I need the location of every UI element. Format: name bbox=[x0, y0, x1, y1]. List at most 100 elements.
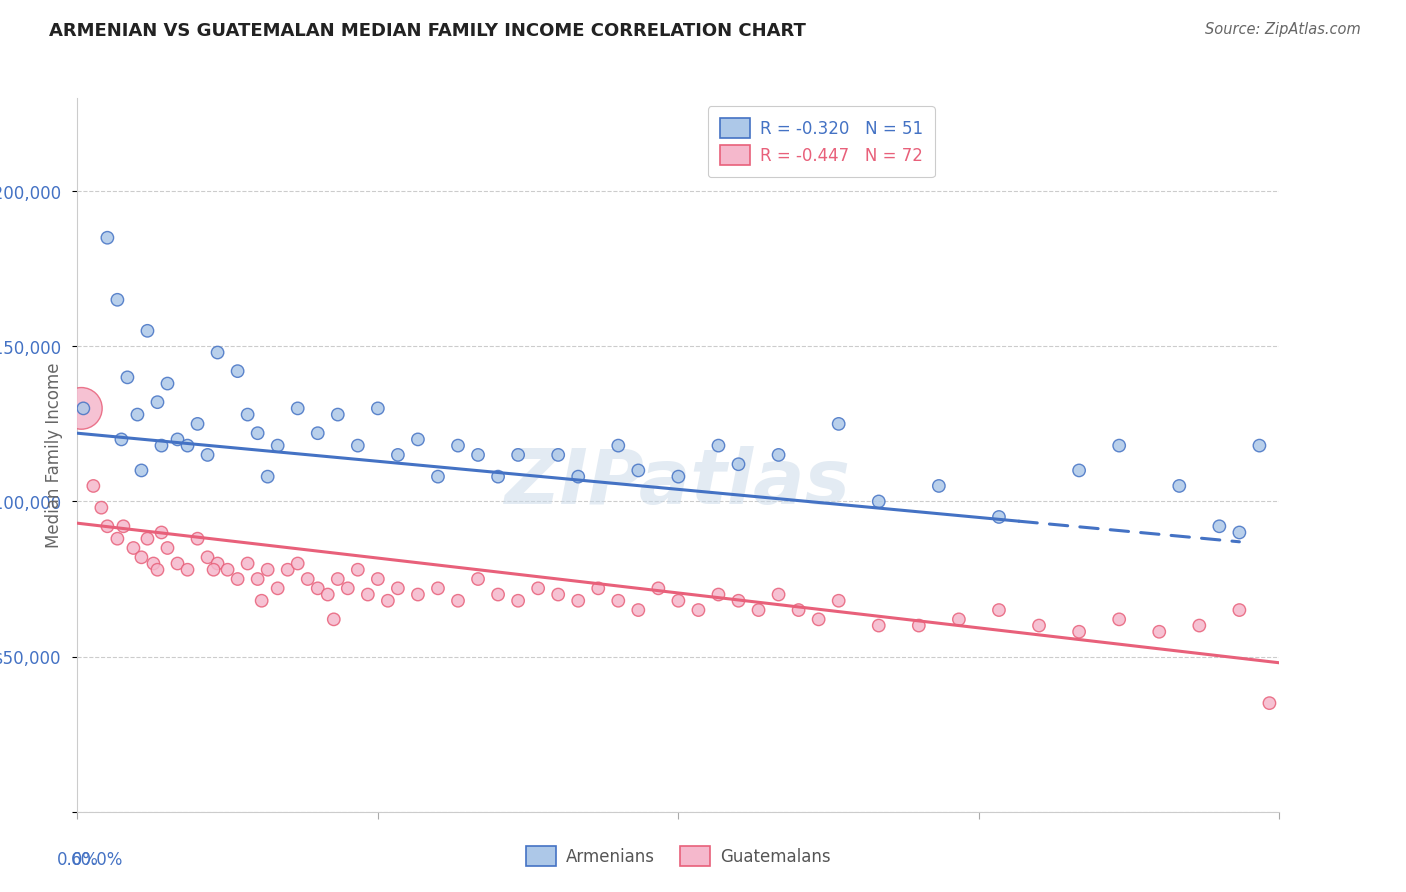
Point bbox=[1208, 519, 1230, 533]
Point bbox=[828, 593, 851, 607]
Point bbox=[1028, 618, 1050, 632]
Point bbox=[508, 593, 530, 607]
Point bbox=[406, 433, 429, 447]
Point bbox=[127, 408, 149, 422]
Point bbox=[246, 572, 269, 586]
Point bbox=[70, 401, 93, 416]
Point bbox=[131, 550, 153, 565]
Point bbox=[447, 593, 470, 607]
Point bbox=[1249, 439, 1271, 453]
Point bbox=[988, 603, 1011, 617]
Point bbox=[727, 457, 749, 471]
Point bbox=[367, 401, 389, 416]
Point bbox=[427, 582, 450, 596]
Point bbox=[176, 439, 198, 453]
Point bbox=[1108, 439, 1130, 453]
Point bbox=[217, 563, 239, 577]
Text: 0.0%: 0.0% bbox=[56, 851, 98, 869]
Point bbox=[267, 582, 290, 596]
Point bbox=[387, 582, 409, 596]
Point bbox=[1229, 525, 1251, 540]
Point bbox=[197, 448, 219, 462]
Point bbox=[166, 433, 188, 447]
Point bbox=[1229, 603, 1251, 617]
Point bbox=[707, 588, 730, 602]
Text: ZIPatlas: ZIPatlas bbox=[505, 447, 852, 520]
Point bbox=[588, 582, 610, 596]
Point bbox=[202, 563, 225, 577]
Point bbox=[1168, 479, 1191, 493]
Point bbox=[207, 345, 229, 359]
Point bbox=[807, 612, 830, 626]
Point bbox=[647, 582, 669, 596]
Point bbox=[1108, 612, 1130, 626]
Point bbox=[287, 401, 309, 416]
Point bbox=[367, 572, 389, 586]
Point bbox=[142, 557, 165, 571]
Point bbox=[256, 563, 278, 577]
Point bbox=[908, 618, 931, 632]
Point bbox=[707, 439, 730, 453]
Point bbox=[277, 563, 299, 577]
Point bbox=[156, 376, 179, 391]
Point bbox=[347, 563, 370, 577]
Point bbox=[236, 408, 259, 422]
Point bbox=[427, 469, 450, 483]
Point bbox=[787, 603, 810, 617]
Point bbox=[336, 582, 359, 596]
Point bbox=[107, 532, 129, 546]
Point bbox=[768, 588, 790, 602]
Point bbox=[567, 593, 589, 607]
Point bbox=[347, 439, 370, 453]
Point bbox=[547, 448, 569, 462]
Text: 60.0%: 60.0% bbox=[72, 851, 124, 869]
Point bbox=[96, 519, 118, 533]
Point bbox=[357, 588, 380, 602]
Point bbox=[406, 588, 429, 602]
Point bbox=[467, 572, 489, 586]
Point bbox=[748, 603, 770, 617]
Point bbox=[868, 494, 890, 508]
Point bbox=[297, 572, 319, 586]
Point bbox=[307, 426, 329, 441]
Point bbox=[868, 618, 890, 632]
Point bbox=[90, 500, 112, 515]
Point bbox=[150, 525, 173, 540]
Point bbox=[627, 463, 650, 477]
Point bbox=[828, 417, 851, 431]
Point bbox=[187, 532, 209, 546]
Point bbox=[72, 401, 94, 416]
Point bbox=[668, 593, 690, 607]
Point bbox=[928, 479, 950, 493]
Point bbox=[727, 593, 749, 607]
Point bbox=[567, 469, 589, 483]
Point bbox=[226, 364, 249, 378]
Point bbox=[322, 612, 344, 626]
Point bbox=[316, 588, 339, 602]
Point bbox=[486, 588, 509, 602]
Y-axis label: Median Family Income: Median Family Income bbox=[45, 362, 63, 548]
Point bbox=[136, 324, 159, 338]
Point bbox=[1258, 696, 1281, 710]
Text: Source: ZipAtlas.com: Source: ZipAtlas.com bbox=[1205, 22, 1361, 37]
Point bbox=[547, 588, 569, 602]
Point bbox=[236, 557, 259, 571]
Point bbox=[486, 469, 509, 483]
Point bbox=[176, 563, 198, 577]
Point bbox=[207, 557, 229, 571]
Point bbox=[447, 439, 470, 453]
Point bbox=[377, 593, 399, 607]
Point bbox=[1188, 618, 1211, 632]
Point bbox=[150, 439, 173, 453]
Point bbox=[156, 541, 179, 555]
Point bbox=[107, 293, 129, 307]
Point bbox=[1069, 463, 1091, 477]
Point bbox=[146, 563, 169, 577]
Point bbox=[287, 557, 309, 571]
Point bbox=[267, 439, 290, 453]
Point bbox=[246, 426, 269, 441]
Point bbox=[250, 593, 273, 607]
Point bbox=[166, 557, 188, 571]
Point bbox=[527, 582, 550, 596]
Point bbox=[82, 479, 104, 493]
